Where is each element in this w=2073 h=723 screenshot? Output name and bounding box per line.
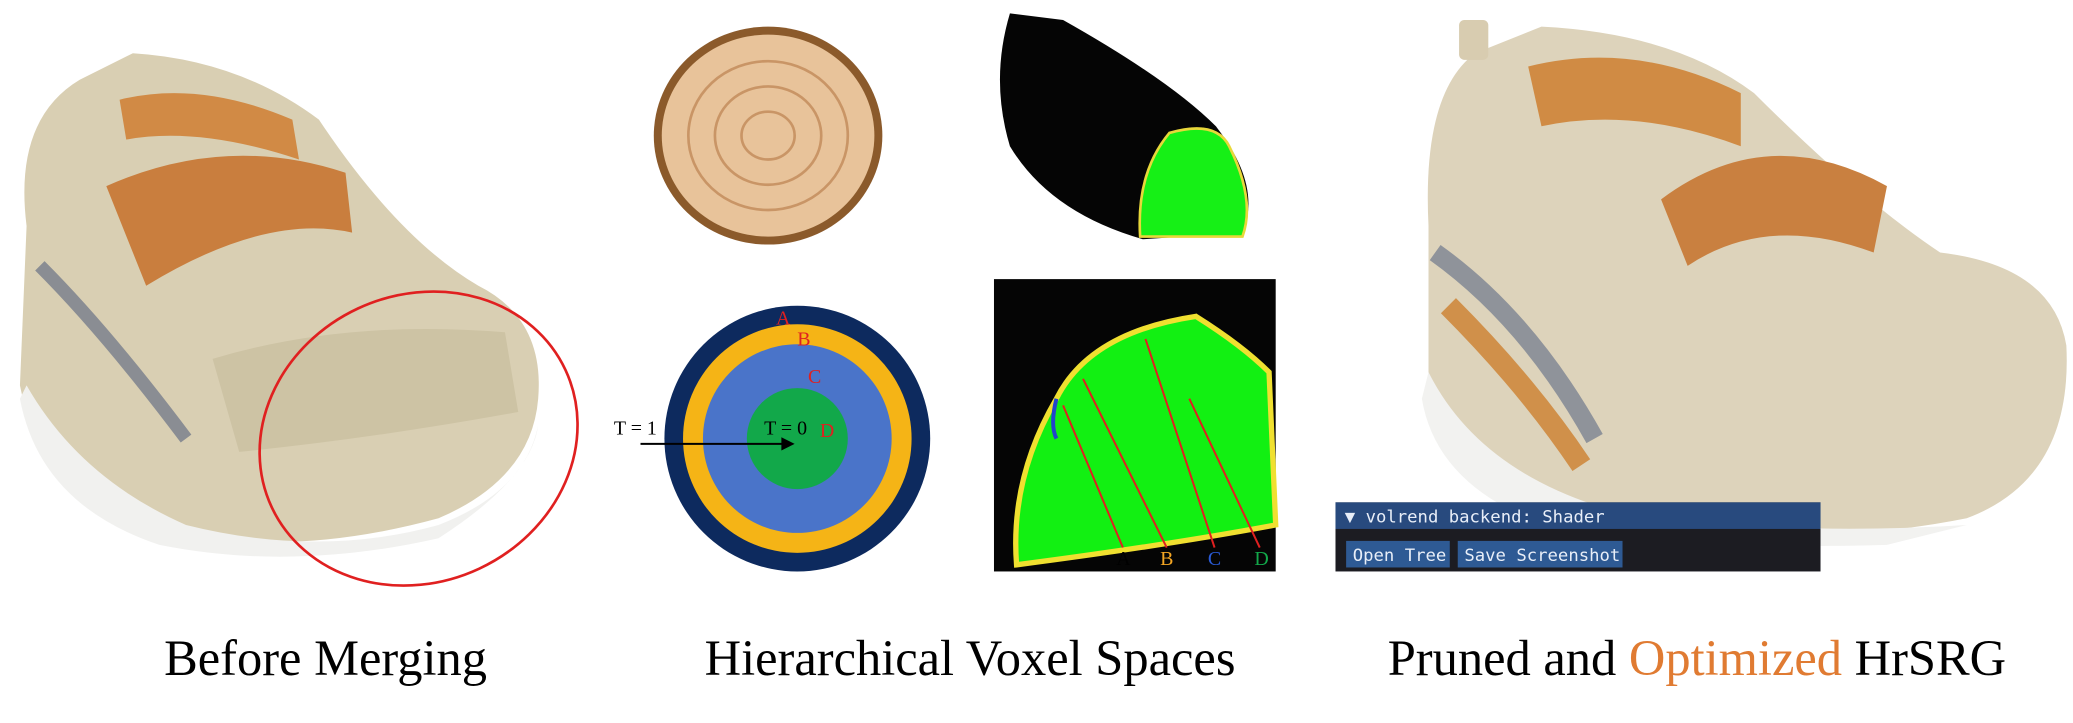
voxel-shoe xyxy=(999,13,1249,240)
button-label[interactable]: Open Tree xyxy=(1353,546,1447,566)
ring-label: B xyxy=(797,329,810,351)
shoe-optimized xyxy=(1421,19,2067,546)
caption: Pruned and Optimized HrSRG xyxy=(1388,630,2006,686)
caption: Hierarchical Voxel Spaces xyxy=(705,630,1236,686)
caption-part: HrSRG xyxy=(1855,630,2006,686)
wood-slice xyxy=(653,26,883,245)
section-label: A xyxy=(1116,548,1131,570)
shoe-before-merging xyxy=(19,53,579,587)
ui-header: ▼ volrend backend: Shader xyxy=(1345,507,1605,527)
section-label: D xyxy=(1254,548,1268,570)
cross-section: A B C D xyxy=(993,279,1279,572)
button[interactable] xyxy=(1457,540,1623,568)
section-label: B xyxy=(1160,548,1173,570)
caption-highlight: Optimized xyxy=(1629,630,1842,686)
arrow-start-label: T = 1 xyxy=(614,418,657,440)
ui-panel: ▼ volrend backend: Shader Open Tree Save… xyxy=(1335,502,1821,572)
section-label: C xyxy=(1208,548,1221,570)
caption-part: Pruned and xyxy=(1388,630,1617,686)
ring-label: C xyxy=(808,366,821,388)
arrow-end-label: T = 0 xyxy=(764,418,807,440)
button-label[interactable]: Save Screenshot xyxy=(1464,546,1620,566)
ring-label: A xyxy=(776,307,791,329)
ring-diagram: A B C D T = 1 T = 0 xyxy=(614,305,931,572)
button[interactable] xyxy=(1346,540,1450,568)
ring-label: D xyxy=(820,420,834,442)
caption: Before Merging xyxy=(164,630,487,686)
